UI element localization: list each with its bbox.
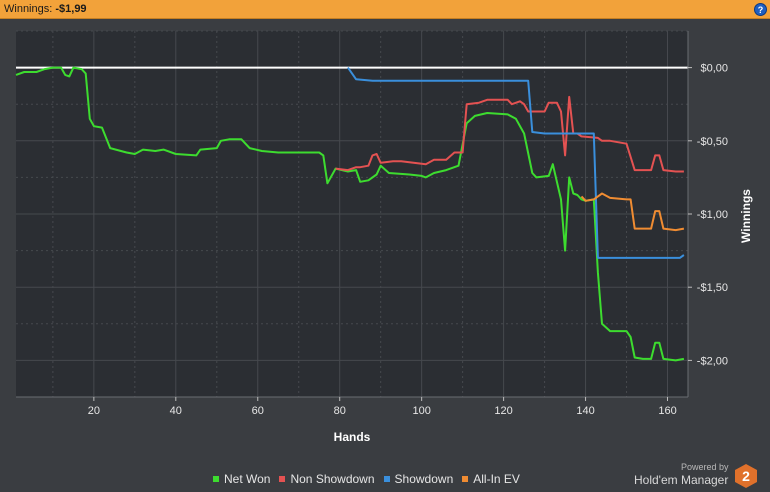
x-tick-label: 20: [88, 405, 100, 417]
x-tick-label: 140: [576, 405, 594, 417]
legend-swatch: [462, 476, 469, 482]
x-tick-label: 100: [412, 405, 430, 417]
winnings-value: -$1,99: [55, 3, 87, 15]
hem-logo-icon: 2: [735, 464, 757, 488]
y-tick-label: $0,00: [700, 63, 728, 75]
x-tick-label: 80: [334, 405, 346, 417]
hem-logo-digit: 2: [742, 468, 750, 484]
x-axis-title: Hands: [334, 430, 371, 444]
winnings-chart: $0,00 -$0,50 -$1,00 -$1,50 -$2,00 20 40 60 80 10…: [15, 30, 753, 444]
header-bar: Winnings: -$1,99 ?: [0, 0, 770, 19]
legend-label: Showdown: [394, 472, 454, 486]
y-tick-label: -$0,50: [697, 136, 728, 148]
legend-label: Net Won: [224, 472, 271, 486]
powered-by-text: Powered by: [681, 462, 729, 472]
legend-item[interactable]: Net Won: [213, 472, 270, 486]
winnings-label: Winnings:: [4, 3, 53, 15]
winnings-summary: Winnings: -$1,99: [4, 3, 87, 15]
y-axis: $0,00 -$0,50 -$1,00 -$1,50 -$2,00: [687, 31, 728, 397]
y-tick-label: -$1,00: [697, 209, 728, 221]
legend-label: All-In EV: [473, 472, 520, 486]
hem-logo-hexagon: [735, 464, 757, 488]
series-line-net-won: [15, 66, 685, 362]
series-lines: [15, 66, 685, 362]
x-axis: 20 40 60 80 100 120 140 160: [16, 396, 688, 417]
x-tick-label: 160: [658, 405, 676, 417]
series-line-non-showdown: [335, 95, 684, 173]
legend-swatch: [383, 476, 390, 482]
legend-swatch: [213, 476, 219, 482]
y-tick-label: -$1,50: [697, 282, 728, 294]
x-tick-label: 120: [494, 405, 512, 417]
grid-lines: [16, 30, 688, 397]
brand-name: Hold'em Manager: [634, 473, 729, 487]
help-icon[interactable]: ?: [754, 3, 767, 16]
y-axis-title: Winnings: [739, 189, 753, 243]
legend-swatch: [279, 476, 286, 482]
x-tick-label: 40: [170, 405, 182, 417]
legend-item[interactable]: Non Showdown: [279, 472, 375, 486]
y-tick-label: -$2,00: [697, 355, 728, 367]
legend-item[interactable]: Showdown: [383, 472, 454, 486]
legend-label: Non Showdown: [290, 472, 375, 486]
x-tick-label: 60: [252, 405, 264, 417]
series-line-all-in-ev: [580, 192, 685, 232]
legend-item[interactable]: All-In EV: [462, 472, 520, 486]
chart-legend: Net Won Non Showdown Showdown All-In EV: [213, 472, 529, 486]
series-line-showdown: [347, 67, 685, 259]
